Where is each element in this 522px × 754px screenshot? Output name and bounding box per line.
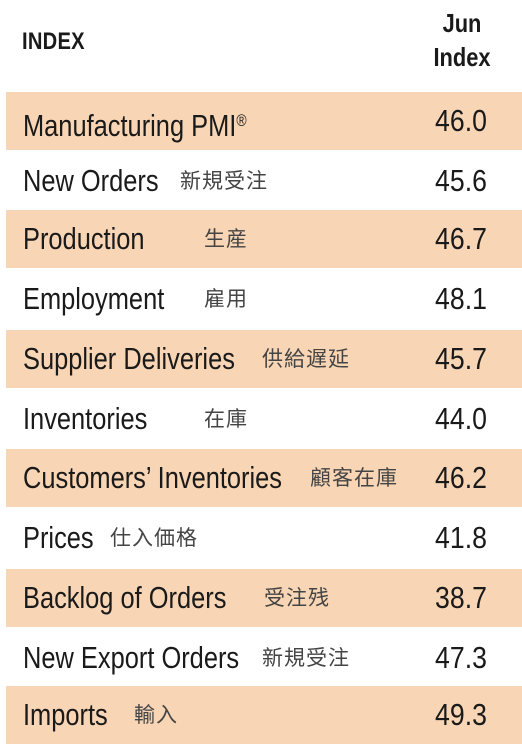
index-column-header: INDEX	[22, 28, 85, 55]
table-row-manufacturing-pmi: Manufacturing PMI® 46.0	[6, 92, 522, 150]
table-row-new-orders: New Orders 新規受注 45.6	[6, 152, 522, 210]
row-value: 46.2	[435, 460, 487, 495]
row-japanese-label: 新規受注	[262, 646, 350, 670]
row-name: Manufacturing PMI®	[23, 108, 247, 143]
row-japanese-label: 供給遅延	[262, 347, 350, 371]
row-name: Employment	[23, 281, 165, 316]
row-name: Backlog of Orders	[23, 580, 227, 615]
row-name: Inventories	[23, 401, 148, 436]
row-name: Production	[23, 221, 145, 256]
row-value: 44.0	[435, 401, 487, 436]
table-row-inventories: Inventories 在庫 44.0	[6, 390, 522, 448]
jun-index-column-header: Jun Index	[422, 6, 503, 74]
row-value: 38.7	[435, 580, 487, 615]
row-name: New Export Orders	[23, 640, 240, 675]
table-row-supplier-deliveries: Supplier Deliveries 供給遅延 45.7	[6, 330, 522, 388]
row-name: Prices	[23, 520, 94, 555]
row-value: 49.3	[435, 697, 487, 732]
table-row-new-export-orders: New Export Orders 新規受注 47.3	[6, 629, 522, 687]
table-row-production: Production 生産 46.7	[6, 210, 522, 268]
row-value: 45.7	[435, 341, 487, 376]
table-row-employment: Employment 雇用 48.1	[6, 270, 522, 328]
row-value: 46.0	[435, 103, 487, 138]
row-value: 47.3	[435, 640, 487, 675]
table-row-backlog-of-orders: Backlog of Orders 受注残 38.7	[6, 569, 522, 627]
column-header-month: Jun	[442, 8, 482, 38]
row-japanese-label: 新規受注	[180, 169, 268, 193]
row-value: 45.6	[435, 163, 487, 198]
row-value: 41.8	[435, 520, 487, 555]
row-name: Imports	[23, 697, 108, 732]
row-value: 46.7	[435, 221, 487, 256]
registered-mark: ®	[236, 111, 247, 130]
row-japanese-label: 在庫	[204, 407, 248, 431]
row-japanese-label: 受注残	[264, 586, 330, 610]
row-name: Supplier Deliveries	[23, 341, 235, 376]
row-japanese-label: 輸入	[134, 703, 178, 727]
row-japanese-label: 雇用	[204, 287, 248, 311]
table-row-prices: Prices 仕入価格 41.8	[6, 509, 522, 567]
row-japanese-label: 生産	[204, 227, 248, 251]
row-japanese-label: 仕入価格	[110, 526, 198, 550]
table-row-customers-inventories: Customers’ Inventories 顧客在庫 46.2	[6, 449, 522, 507]
row-name: New Orders	[23, 163, 159, 198]
row-japanese-label: 顧客在庫	[310, 466, 398, 490]
row-name: Customers’ Inventories	[23, 460, 283, 495]
row-value: 48.1	[435, 281, 487, 316]
table-header: INDEX Jun Index	[0, 0, 522, 92]
table-row-imports: Imports 輸入 49.3	[6, 686, 522, 744]
column-header-index: Index	[433, 42, 491, 72]
